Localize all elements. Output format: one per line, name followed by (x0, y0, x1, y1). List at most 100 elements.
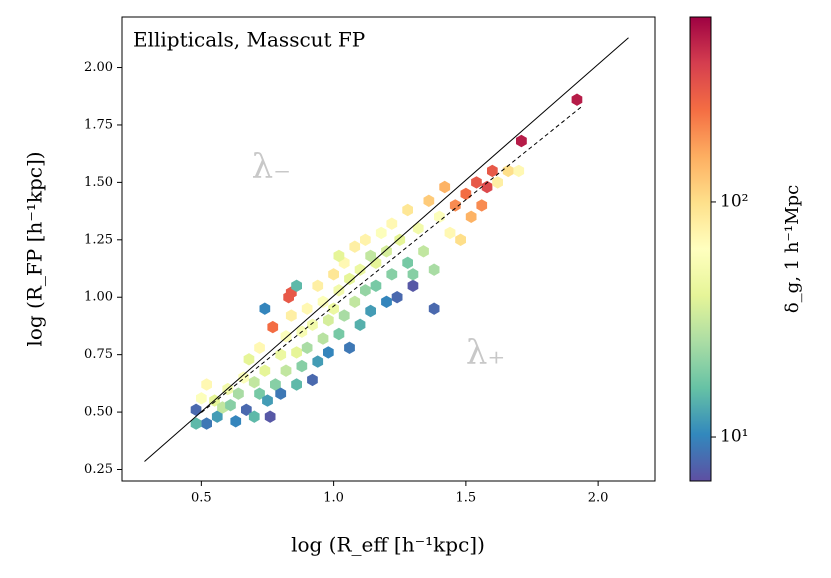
x-tick-label: 2.0 (588, 491, 609, 506)
y-tick-label: 1.50 (84, 175, 113, 190)
hexbin-cell (471, 176, 482, 189)
hexbin-cell (201, 417, 212, 430)
hexbin-cell (291, 279, 302, 292)
hexbin-cell (211, 410, 223, 423)
y-tick-label: 1.00 (84, 290, 113, 305)
hexbin-cell (307, 373, 318, 387)
hexbin-cell (365, 249, 376, 263)
dashed-line (201, 106, 583, 413)
hexbin-cell (328, 268, 339, 281)
hexbin-cell (333, 327, 345, 341)
hexbin-cell (225, 399, 236, 412)
hexbin-cell (312, 279, 324, 292)
colorbar-tick-label: 10¹ (720, 427, 748, 447)
hexbin-cell (423, 194, 435, 207)
hexbin-cell (280, 364, 292, 377)
hexbin-cell (402, 203, 413, 217)
y-tick-label: 2.00 (84, 60, 113, 75)
hexbin-cell (248, 376, 260, 389)
x-tick-label: 1.5 (456, 491, 477, 506)
hexbin-cell (449, 199, 461, 212)
hexbin-cell (370, 279, 382, 292)
hexbin-cell (349, 295, 361, 308)
hexbin-cell (190, 403, 202, 416)
hexbin-cell (254, 341, 265, 354)
colorbar (689, 16, 712, 482)
hexbin-cell (391, 291, 403, 304)
y-tick-label: 0.50 (84, 405, 113, 420)
hexbin-cell (323, 314, 334, 327)
hexbin-cell (428, 263, 440, 276)
hexbin-cell (349, 240, 361, 253)
hexbin-cell (354, 318, 366, 331)
hexbin-cell (259, 364, 271, 377)
hexbin-cell (323, 346, 334, 359)
solid-line (144, 37, 629, 462)
hexbin-cell (412, 222, 424, 235)
hexbin-cell (407, 268, 419, 281)
hexbin-cell (243, 353, 255, 366)
hexbin-cell (301, 341, 313, 354)
hexbin-cell (402, 256, 413, 269)
hexbin-cell (338, 309, 350, 322)
hexbin-cell (248, 410, 260, 423)
hexbin-cell (434, 210, 445, 223)
hexbin-cell (386, 217, 398, 230)
hexbin-cell (513, 164, 525, 178)
chart-title: Ellipticals, Masscut FP (133, 28, 365, 52)
hexbin-cell (381, 295, 392, 308)
hexbin-cell (285, 309, 297, 322)
hexbin-cell (196, 392, 207, 405)
hexbin-cell (360, 284, 371, 297)
hexbin-cell (190, 417, 202, 430)
hexbin-cell (241, 403, 252, 416)
hexbin-cell (291, 346, 302, 359)
hexbin-cell (381, 245, 392, 258)
hexbin-cell (344, 272, 355, 286)
hexbin-cell (254, 387, 265, 400)
hexbin-cell (262, 394, 273, 407)
hexbin-cell (394, 233, 406, 246)
hexbin-cell (270, 378, 281, 391)
hexbin-cell (502, 164, 514, 178)
hexbin-cell (264, 410, 276, 423)
hexbin-cell (233, 387, 244, 400)
hexbin-cell (407, 279, 419, 292)
hexbin-cell (444, 226, 456, 240)
hexbin-cell (492, 176, 503, 189)
y-axis-label: log (R_FP [h⁻¹kpc]) (23, 151, 47, 346)
x-tick-label: 0.5 (191, 491, 212, 506)
hexbin-cell (328, 302, 339, 315)
hexbin-cell (365, 304, 376, 318)
plot-frame (121, 16, 656, 482)
hexbin-cell (267, 320, 279, 334)
hexbin-cell (476, 199, 488, 212)
hexbin-cell (516, 134, 527, 148)
hexbin-cell (487, 164, 498, 178)
hexbin-cell (571, 93, 583, 106)
y-tick-label: 1.25 (84, 232, 113, 247)
hexbin-cell (201, 378, 212, 391)
hexbin-cell (296, 359, 308, 373)
hexbin-cell (317, 295, 329, 308)
hexbin-cell (386, 268, 398, 281)
hexbin-cell (375, 226, 387, 240)
y-tick-label: 0.25 (84, 462, 113, 477)
hexbin-cell (275, 387, 287, 400)
hexbin-cell (307, 318, 318, 331)
hexbin-cell (283, 291, 294, 304)
colorbar-tick-label: 10² (720, 191, 748, 211)
hexbin-layer (190, 93, 583, 430)
hexbin-cell (291, 378, 302, 391)
colorbar-label: δ_g, 1 h⁻¹Mpc (782, 185, 803, 313)
annotation: λ₊ (466, 333, 506, 373)
hexbin-cell (439, 180, 451, 194)
hexbin-cell (360, 233, 371, 246)
hexbin-cell (317, 332, 329, 345)
annotation: λ₋ (252, 147, 292, 187)
hexbin-cell (455, 233, 466, 246)
hexbin-cell (301, 302, 313, 315)
hexbin-cell (354, 263, 366, 276)
y-tick-label: 1.75 (84, 117, 113, 132)
